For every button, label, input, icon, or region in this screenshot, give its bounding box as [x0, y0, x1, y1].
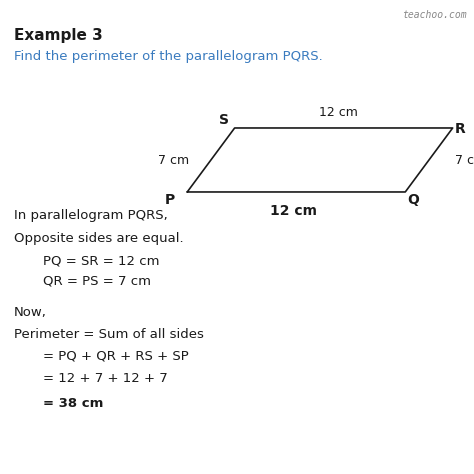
Text: 7 cm: 7 cm [455, 154, 474, 167]
Text: Opposite sides are equal.: Opposite sides are equal. [14, 232, 184, 245]
Text: In parallelogram PQRS,: In parallelogram PQRS, [14, 209, 168, 221]
Text: = PQ + QR + RS + SP: = PQ + QR + RS + SP [43, 350, 188, 363]
Text: teachoo.com: teachoo.com [402, 10, 467, 20]
Text: R: R [455, 122, 466, 136]
Text: Find the perimeter of the parallelogram PQRS.: Find the perimeter of the parallelogram … [14, 50, 323, 63]
Text: Q: Q [408, 193, 419, 208]
Text: Example 3: Example 3 [14, 28, 103, 44]
Text: 7 cm: 7 cm [158, 154, 190, 167]
Text: QR = PS = 7 cm: QR = PS = 7 cm [43, 275, 151, 288]
Text: S: S [219, 112, 229, 127]
Text: 12 cm: 12 cm [319, 107, 358, 119]
Text: PQ = SR = 12 cm: PQ = SR = 12 cm [43, 255, 159, 267]
Text: P: P [165, 193, 175, 208]
Text: = 38 cm: = 38 cm [43, 397, 103, 410]
Text: = 12 + 7 + 12 + 7: = 12 + 7 + 12 + 7 [43, 372, 167, 385]
Text: Now,: Now, [14, 306, 47, 319]
Text: 12 cm: 12 cm [270, 204, 318, 218]
Text: Perimeter = Sum of all sides: Perimeter = Sum of all sides [14, 328, 204, 341]
